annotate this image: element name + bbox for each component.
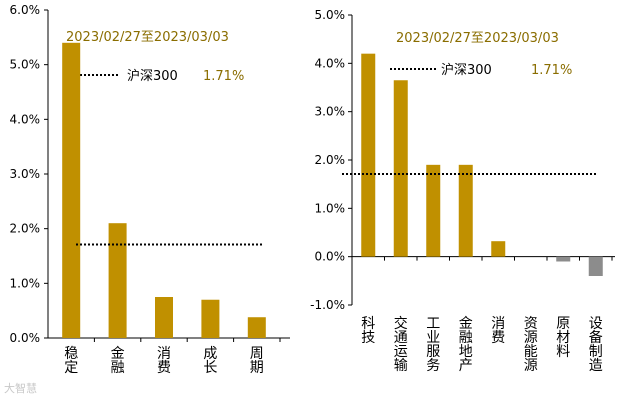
right-y-tick-label: -1.0% [310,298,345,312]
right-bar [491,241,506,257]
right-bar [556,256,571,262]
right-category-label: 原材料 [556,316,570,360]
right-y-tick-label: 1.0% [315,201,346,215]
right-chart-group: -1.0% 0.0% 1.0% 2.0% 3.0% 4.0% 5.0% 科技 交通运输 工业服务 金… [310,8,615,374]
right-y-tick-label: 5.0% [315,8,346,22]
right-category-label: 消费 [491,316,505,346]
left-bar [155,297,173,338]
right-y-tick-label: 3.0% [315,105,346,119]
right-category-label: 设备制造 [589,316,603,374]
right-y-tick-label: 0.0% [315,250,346,264]
right-bar [393,80,408,257]
left-y-tick-label: 3.0% [10,167,41,181]
right-category-label: 金融地产 [459,316,473,374]
right-date-range: 2023/02/27至2023/03/03 [396,31,559,46]
left-bar [62,42,81,339]
left-y-tick-label: 6.0% [10,3,41,17]
left-benchmark-legend-name: 沪深300 [127,68,178,84]
right-benchmark-legend-name: 沪深300 [441,62,492,78]
left-benchmark-legend-value: 1.71% [203,69,244,84]
left-y-tick-label: 2.0% [10,222,41,236]
right-y-tick-label: 2.0% [315,153,346,167]
left-bar [108,223,127,338]
left-y-tick-label: 0.0% [10,331,41,345]
left-category-label: 成长 [203,346,217,376]
left-bar [247,317,266,338]
right-category-label: 工业服务 [426,316,440,374]
right-y-tick-label: 4.0% [315,56,346,70]
left-chart-group: 0.0% 1.0% 2.0% 3.0% 4.0% 5.0% 6.0% 稳定 金融 消费 成长 周期 [10,3,290,376]
left-y-tick-label: 5.0% [10,58,41,72]
left-date-range: 2023/02/27至2023/03/03 [66,30,229,45]
left-category-label: 金融 [111,346,125,376]
right-bar [458,164,473,257]
right-benchmark-legend-value: 1.71% [531,63,572,78]
left-category-label: 稳定 [64,346,78,376]
left-y-tick-label: 1.0% [10,276,41,290]
right-category-label: 资源能源 [524,316,538,374]
right-category-label: 交通运输 [394,315,408,374]
right-bar [361,53,376,257]
left-category-label: 周期 [250,346,264,376]
left-bar [201,299,220,338]
watermark: 大智慧 [4,381,37,395]
left-y-tick-label: 4.0% [10,112,41,126]
right-bar [588,256,603,276]
left-category-label: 消费 [157,346,171,376]
right-bar [426,164,441,257]
right-category-label: 科技 [361,316,375,346]
